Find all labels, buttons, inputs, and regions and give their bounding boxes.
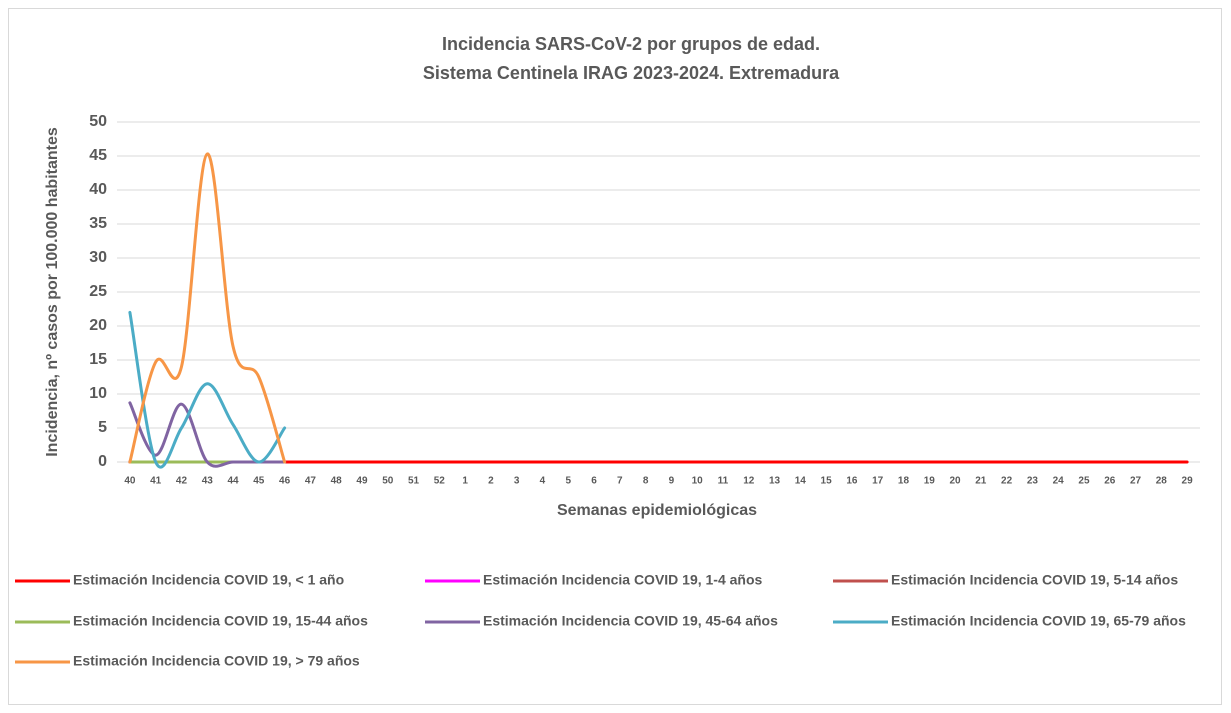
legend-label: Estimación Incidencia COVID 19, 65-79 añ… [891, 613, 1186, 629]
x-tick-label: 47 [305, 476, 317, 487]
x-tick-label: 46 [279, 476, 291, 487]
y-tick-label: 30 [89, 249, 107, 266]
x-tick-label: 22 [1001, 476, 1013, 487]
legend-label: Estimación Incidencia COVID 19, < 1 año [73, 572, 344, 588]
x-tick-label: 27 [1130, 476, 1142, 487]
y-tick-label: 45 [89, 147, 107, 164]
chart-title: Sistema Centinela IRAG 2023-2024. Extrem… [423, 63, 840, 83]
x-tick-label: 11 [718, 476, 729, 487]
y-tick-label: 10 [89, 385, 107, 402]
x-tick-label: 25 [1078, 476, 1090, 487]
x-tick-label: 12 [743, 476, 755, 487]
y-tick-label: 0 [98, 453, 107, 470]
x-tick-label: 49 [356, 476, 368, 487]
y-tick-label: 25 [89, 283, 107, 300]
x-tick-label: 52 [434, 476, 446, 487]
x-tick-label: 3 [514, 476, 520, 487]
x-tick-label: 18 [898, 476, 910, 487]
x-tick-label: 40 [124, 476, 136, 487]
y-tick-label: 20 [89, 317, 107, 334]
x-tick-label: 28 [1156, 476, 1168, 487]
x-tick-label: 8 [643, 476, 649, 487]
x-tick-label: 9 [669, 476, 675, 487]
y-axis-label: Incidencia, nº casos por 100.000 habitan… [44, 127, 61, 457]
x-tick-label: 7 [617, 476, 623, 487]
y-tick-label: 5 [98, 419, 107, 436]
legend-label: Estimación Incidencia COVID 19, 15-44 añ… [73, 613, 368, 629]
legend-label: Estimación Incidencia COVID 19, 1-4 años [483, 572, 763, 588]
x-tick-label: 43 [202, 476, 214, 487]
x-tick-label: 4 [540, 476, 546, 487]
x-tick-label: 24 [1053, 476, 1065, 487]
x-tick-label: 26 [1104, 476, 1116, 487]
x-tick-label: 21 [975, 476, 987, 487]
legend-label: Estimación Incidencia COVID 19, 45-64 añ… [483, 613, 778, 629]
x-tick-label: 29 [1182, 476, 1194, 487]
x-tick-label: 10 [692, 476, 704, 487]
x-tick-label: 20 [949, 476, 961, 487]
x-tick-label: 50 [382, 476, 394, 487]
series-line [128, 310, 287, 469]
y-tick-label: 35 [89, 215, 107, 232]
x-tick-label: 48 [331, 476, 343, 487]
y-tick-label: 40 [89, 181, 107, 198]
y-tick-label: 15 [89, 351, 107, 368]
chart-frame [8, 8, 1222, 705]
legend-label: Estimación Incidencia COVID 19, 5-14 año… [891, 572, 1178, 588]
series-line [128, 152, 287, 464]
x-tick-label: 51 [408, 476, 420, 487]
y-tick-label: 50 [89, 113, 107, 130]
legend-label: Estimación Incidencia COVID 19, > 79 año… [73, 653, 360, 669]
x-tick-label: 41 [150, 476, 162, 487]
x-tick-label: 5 [565, 476, 571, 487]
x-tick-label: 44 [227, 476, 239, 487]
x-tick-label: 17 [872, 476, 884, 487]
x-axis-label: Semanas epidemiológicas [557, 502, 757, 519]
x-tick-label: 6 [591, 476, 597, 487]
x-tick-label: 13 [769, 476, 781, 487]
x-tick-label: 2 [488, 476, 494, 487]
x-tick-label: 14 [795, 476, 807, 487]
x-tick-label: 23 [1027, 476, 1039, 487]
x-tick-label: 19 [924, 476, 936, 487]
x-tick-label: 16 [846, 476, 858, 487]
chart-title: Incidencia SARS-CoV-2 por grupos de edad… [442, 34, 820, 54]
x-tick-label: 42 [176, 476, 188, 487]
x-tick-label: 45 [253, 476, 265, 487]
x-tick-label: 15 [821, 476, 833, 487]
x-tick-label: 1 [462, 476, 468, 487]
